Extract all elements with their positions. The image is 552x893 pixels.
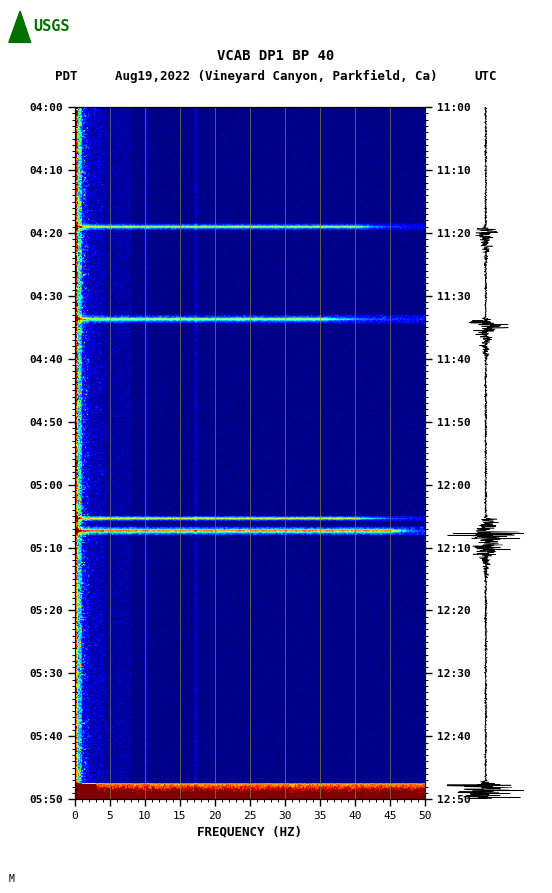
X-axis label: FREQUENCY (HZ): FREQUENCY (HZ) <box>197 825 302 839</box>
Text: PDT: PDT <box>55 70 78 83</box>
Text: Aug19,2022 (Vineyard Canyon, Parkfield, Ca): Aug19,2022 (Vineyard Canyon, Parkfield, … <box>115 70 437 83</box>
Text: M: M <box>8 874 14 884</box>
Polygon shape <box>9 12 31 42</box>
Text: UTC: UTC <box>475 70 497 83</box>
Text: VCAB DP1 BP 40: VCAB DP1 BP 40 <box>217 49 335 63</box>
Text: USGS: USGS <box>33 20 70 34</box>
